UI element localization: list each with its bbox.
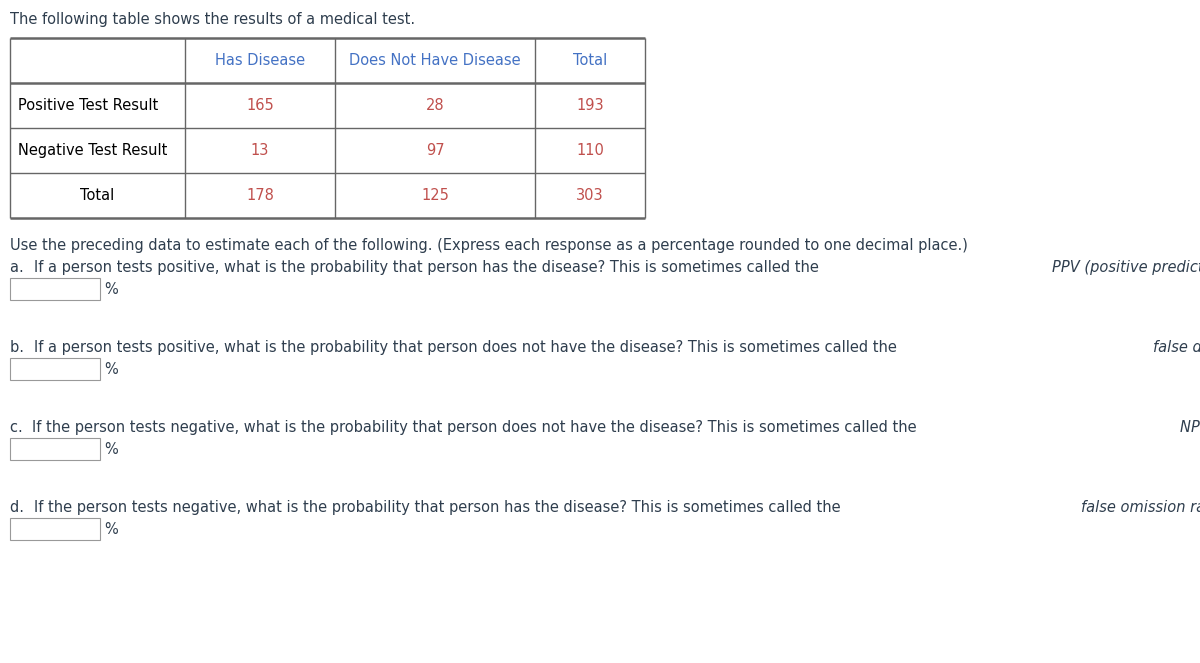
Text: %: % bbox=[104, 282, 118, 296]
Text: Positive Test Result: Positive Test Result bbox=[18, 98, 158, 113]
Text: 97: 97 bbox=[426, 143, 444, 158]
Text: 125: 125 bbox=[421, 188, 449, 203]
Text: Negative Test Result: Negative Test Result bbox=[18, 143, 167, 158]
Text: Use the preceding data to estimate each of the following. (Express each response: Use the preceding data to estimate each … bbox=[10, 238, 968, 253]
FancyBboxPatch shape bbox=[10, 438, 100, 460]
FancyBboxPatch shape bbox=[10, 278, 100, 300]
Text: PPV (positive predictive value): PPV (positive predictive value) bbox=[1052, 260, 1200, 275]
Text: d.: d. bbox=[10, 500, 29, 515]
Text: %: % bbox=[104, 361, 118, 377]
Text: If the person tests negative, what is the probability that person does not have : If the person tests negative, what is th… bbox=[32, 420, 922, 435]
Text: Has Disease: Has Disease bbox=[215, 53, 305, 68]
Text: %: % bbox=[104, 442, 118, 457]
FancyBboxPatch shape bbox=[10, 358, 100, 380]
Text: The following table shows the results of a medical test.: The following table shows the results of… bbox=[10, 12, 415, 27]
Text: false omission rate: false omission rate bbox=[1081, 500, 1200, 515]
Text: NPV (negative predictive value): NPV (negative predictive value) bbox=[1180, 420, 1200, 435]
Text: %: % bbox=[104, 522, 118, 536]
Text: 165: 165 bbox=[246, 98, 274, 113]
Text: Total: Total bbox=[80, 188, 115, 203]
Text: 28: 28 bbox=[426, 98, 444, 113]
Text: Does Not Have Disease: Does Not Have Disease bbox=[349, 53, 521, 68]
Text: 303: 303 bbox=[576, 188, 604, 203]
Text: If a person tests positive, what is the probability that person has the disease?: If a person tests positive, what is the … bbox=[34, 260, 823, 275]
Text: c.: c. bbox=[10, 420, 28, 435]
Text: b.: b. bbox=[10, 340, 29, 355]
Text: Total: Total bbox=[572, 53, 607, 68]
Text: 178: 178 bbox=[246, 188, 274, 203]
FancyBboxPatch shape bbox=[10, 518, 100, 540]
Text: If a person tests positive, what is the probability that person does not have th: If a person tests positive, what is the … bbox=[34, 340, 901, 355]
Text: a.: a. bbox=[10, 260, 29, 275]
Text: false discovery rate: false discovery rate bbox=[1153, 340, 1200, 355]
Text: 193: 193 bbox=[576, 98, 604, 113]
Text: If the person tests negative, what is the probability that person has the diseas: If the person tests negative, what is th… bbox=[34, 500, 845, 515]
Text: 13: 13 bbox=[251, 143, 269, 158]
Text: 110: 110 bbox=[576, 143, 604, 158]
